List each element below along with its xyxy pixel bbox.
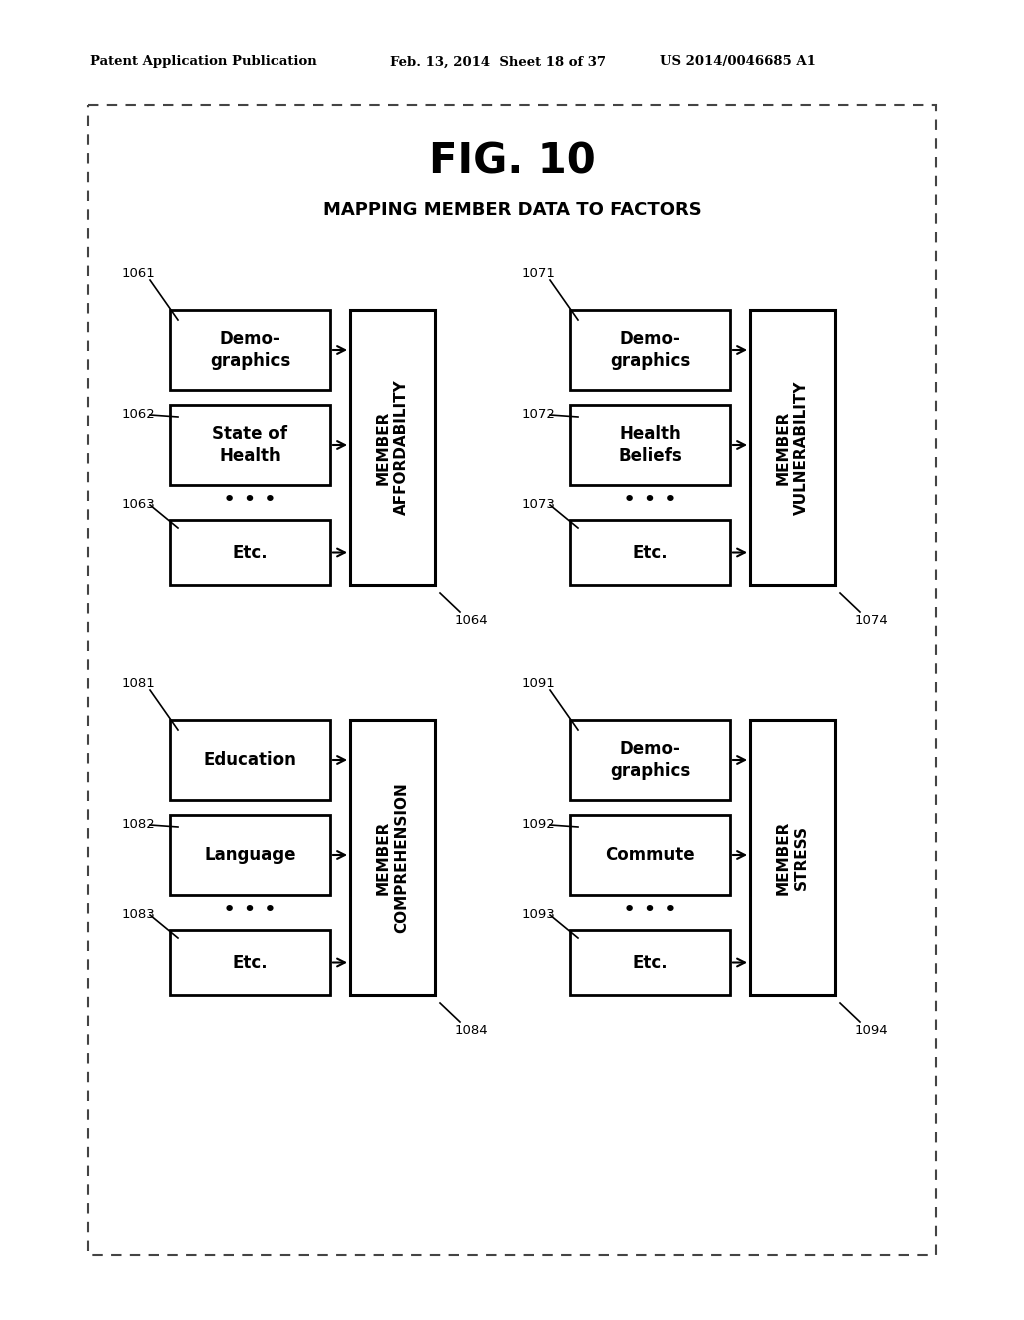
Text: MEMBER
VULNERABILITY: MEMBER VULNERABILITY <box>776 380 809 515</box>
Text: 1073: 1073 <box>522 499 556 511</box>
Text: State of
Health: State of Health <box>213 425 288 465</box>
Bar <box>570 405 730 484</box>
Text: Commute: Commute <box>605 846 695 865</box>
Bar <box>88 106 936 1255</box>
Bar <box>170 520 330 585</box>
Text: 1062: 1062 <box>122 408 156 421</box>
Bar <box>170 814 330 895</box>
Text: • • •: • • • <box>223 490 278 510</box>
Bar <box>570 310 730 389</box>
Bar <box>170 931 330 995</box>
Text: 1072: 1072 <box>522 408 556 421</box>
Text: 1081: 1081 <box>122 677 156 690</box>
Text: Demo-
graphics: Demo- graphics <box>210 330 290 370</box>
Text: 1083: 1083 <box>122 908 156 921</box>
Bar <box>170 405 330 484</box>
Text: Feb. 13, 2014  Sheet 18 of 37: Feb. 13, 2014 Sheet 18 of 37 <box>390 55 606 69</box>
Text: MEMBER
COMPREHENSION: MEMBER COMPREHENSION <box>376 783 410 933</box>
Text: 1061: 1061 <box>122 267 156 280</box>
Text: Health
Beliefs: Health Beliefs <box>618 425 682 465</box>
Bar <box>570 719 730 800</box>
Text: • • •: • • • <box>623 490 677 510</box>
Bar <box>750 719 835 995</box>
Text: 1092: 1092 <box>522 818 556 832</box>
Bar <box>750 310 835 585</box>
Text: Etc.: Etc. <box>632 544 668 561</box>
Text: 1091: 1091 <box>522 677 556 690</box>
Text: US 2014/0046685 A1: US 2014/0046685 A1 <box>660 55 816 69</box>
Text: Etc.: Etc. <box>232 544 268 561</box>
Text: Education: Education <box>204 751 296 770</box>
Bar <box>170 310 330 389</box>
Bar <box>350 719 435 995</box>
Text: Etc.: Etc. <box>232 953 268 972</box>
Text: 1064: 1064 <box>455 614 488 627</box>
Text: MEMBER
STRESS: MEMBER STRESS <box>776 820 809 895</box>
Text: 1093: 1093 <box>522 908 556 921</box>
Bar <box>570 931 730 995</box>
Bar <box>170 719 330 800</box>
Bar <box>350 310 435 585</box>
Text: 1074: 1074 <box>855 614 889 627</box>
Text: Etc.: Etc. <box>632 953 668 972</box>
Text: 1063: 1063 <box>122 499 156 511</box>
Text: FIG. 10: FIG. 10 <box>429 141 595 183</box>
Text: 1084: 1084 <box>455 1023 488 1036</box>
Text: Demo-
graphics: Demo- graphics <box>610 741 690 780</box>
Bar <box>570 814 730 895</box>
Text: Patent Application Publication: Patent Application Publication <box>90 55 316 69</box>
Text: 1082: 1082 <box>122 818 156 832</box>
Text: Language: Language <box>204 846 296 865</box>
Text: MEMBER
AFFORDABILITY: MEMBER AFFORDABILITY <box>376 380 410 515</box>
Text: • • •: • • • <box>223 900 278 920</box>
Text: Demo-
graphics: Demo- graphics <box>610 330 690 370</box>
Bar <box>570 520 730 585</box>
Text: MAPPING MEMBER DATA TO FACTORS: MAPPING MEMBER DATA TO FACTORS <box>323 201 701 219</box>
Text: • • •: • • • <box>623 900 677 920</box>
Text: 1071: 1071 <box>522 267 556 280</box>
Text: 1094: 1094 <box>855 1023 889 1036</box>
